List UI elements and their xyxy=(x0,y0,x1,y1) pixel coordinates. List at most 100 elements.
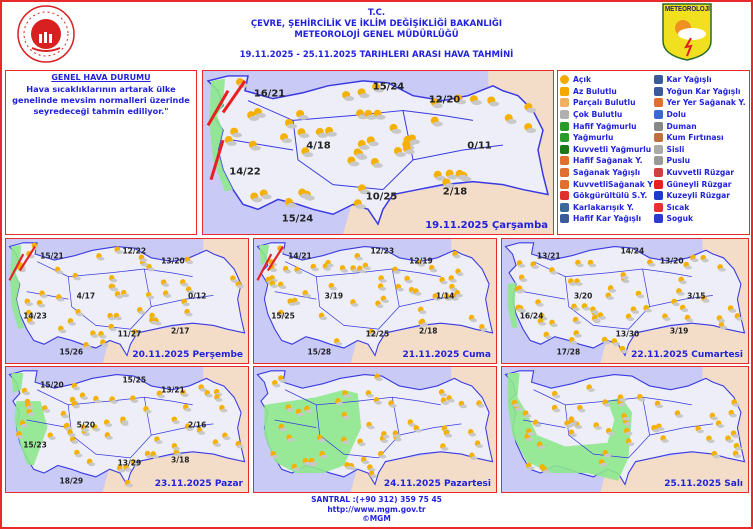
weather-icon xyxy=(725,435,734,443)
weather-icon xyxy=(180,279,189,287)
weather-icon xyxy=(446,395,455,403)
weather-icon xyxy=(109,396,118,404)
weather-icon xyxy=(235,440,244,449)
hot-icon xyxy=(653,202,663,212)
weather-icon xyxy=(79,392,89,400)
weather-icon xyxy=(452,250,461,259)
weather-icon xyxy=(75,308,84,317)
legend: Açık Az Bulutlu Parçalı Bulutlu Çok Bulutlu… xyxy=(557,70,750,235)
weather-icon xyxy=(304,405,313,414)
region-temperature: 15/23 xyxy=(23,440,47,449)
weather-icon xyxy=(625,438,635,446)
weather-icon xyxy=(377,283,387,291)
weather-icon xyxy=(695,425,704,434)
weather-icon xyxy=(368,328,377,337)
weather-icon xyxy=(214,394,223,402)
weather-icon xyxy=(25,309,35,318)
weather-icon xyxy=(198,384,207,392)
weather-icon xyxy=(602,449,612,458)
weather-icon xyxy=(319,450,328,459)
region-temperature: 17/28 xyxy=(556,347,581,357)
weather-icon xyxy=(56,294,65,302)
weather-icon xyxy=(103,419,113,427)
legend-label: Karlakarışık Y. xyxy=(573,202,634,212)
forecast-map-day-3[interactable]: 14/21 12/23 12/19 3/19 1/14 15/25 12/25 2/18 15/… xyxy=(253,238,497,364)
weather-icon xyxy=(630,306,640,314)
forecast-map-day-1[interactable]: 16/21 15/24 12/20 4/18 0/11 14/22 10/25 2/18 15/… xyxy=(202,70,554,235)
weather-icon xyxy=(130,459,139,467)
sleet-icon xyxy=(560,202,569,212)
hail-icon xyxy=(653,110,663,120)
weather-icon xyxy=(442,178,455,189)
weather-icon xyxy=(587,259,597,268)
forecast-map-day-5[interactable]: 15/20 15/25 13/21 5/20 2/16 15/23 13/29 3/18 18/… xyxy=(5,366,249,493)
weather-icon xyxy=(71,400,80,409)
south-wind-icon xyxy=(206,90,230,127)
turkey-outline xyxy=(504,242,746,357)
weather-icon xyxy=(19,420,28,428)
forecast-map-day-6[interactable]: 24.11.2025 Pazartesi xyxy=(253,366,497,493)
header-tc: T.C. xyxy=(367,8,386,18)
weather-icon xyxy=(318,312,328,321)
weather-icon xyxy=(438,389,448,397)
region-temperature: 3/19 xyxy=(324,291,344,301)
weather-icon xyxy=(162,290,172,298)
legend-label: Hafif Sağanak Y. xyxy=(573,156,643,166)
footer-url[interactable]: http://www.mgm.gov.tr xyxy=(327,504,426,514)
weather-icon xyxy=(380,295,389,304)
weather-icon xyxy=(572,316,582,325)
region-temperature: 15/20 xyxy=(40,380,64,389)
mgm-shield-icon xyxy=(662,3,712,61)
legend-label: Soguk xyxy=(666,214,694,224)
weather-icon xyxy=(586,384,595,392)
legend-item: Soguk xyxy=(653,213,748,225)
weather-icon xyxy=(370,158,383,168)
forecast-map-day-7[interactable]: 25.11.2025 Salı xyxy=(501,366,749,493)
weather-icon xyxy=(530,261,539,269)
weather-icon xyxy=(357,438,366,447)
turkey-map xyxy=(504,239,748,363)
legend-label: Hafif Yağmurlu xyxy=(573,121,637,131)
header-directorate: METEOROLOJİ GENEL MÜDÜRLÜĞÜ xyxy=(294,30,459,40)
weather-icon xyxy=(295,408,305,417)
weather-icon xyxy=(407,419,416,427)
shower-icon xyxy=(560,168,569,178)
region-temperature: 3/19 xyxy=(669,326,689,336)
weather-icon xyxy=(468,314,478,323)
weather-icon xyxy=(706,435,715,444)
weather-icon xyxy=(525,462,535,471)
weather-icon xyxy=(433,170,446,181)
weather-icon xyxy=(83,341,92,350)
legend-label: Az Bulutlu xyxy=(573,86,617,96)
forecast-map-day-2[interactable]: 15/21 12/22 13/20 4/17 0/12 14/23 11/27 2/17 15/… xyxy=(5,238,249,364)
weather-icon xyxy=(253,108,266,119)
weather-icon xyxy=(171,416,180,425)
map-date-label: 19.11.2025 Çarşamba xyxy=(425,220,548,231)
north-wind-icon xyxy=(653,191,663,201)
rain-icon xyxy=(560,133,569,143)
weather-icon xyxy=(731,399,740,407)
forecast-map-day-4[interactable]: 13/21 14/24 13/20 3/20 3/15 16/24 13/30 3/19 17/… xyxy=(501,238,749,364)
map-date-label: 20.11.2025 Perşembe xyxy=(132,350,243,360)
weather-icon xyxy=(514,285,524,294)
legend-label: Sisli xyxy=(666,144,685,154)
weather-icon xyxy=(212,439,221,447)
weather-icon xyxy=(374,373,383,382)
region-temperature: 4/18 xyxy=(306,140,331,152)
weather-icon xyxy=(284,198,297,208)
weather-icon xyxy=(180,389,189,397)
weather-icon xyxy=(504,114,517,125)
legend-item: Yoğun Kar Yağışlı xyxy=(653,86,748,98)
weather-icon xyxy=(347,156,360,167)
weather-icon xyxy=(536,441,546,450)
weather-icon xyxy=(541,465,550,474)
weather-icon xyxy=(674,410,684,418)
weather-icon xyxy=(717,264,726,272)
weather-icon xyxy=(328,282,337,291)
weather-icon xyxy=(114,246,123,254)
weather-icon xyxy=(571,303,580,312)
weather-icon xyxy=(443,293,453,301)
weather-icon xyxy=(285,118,298,129)
south-wind-icon xyxy=(8,253,25,281)
